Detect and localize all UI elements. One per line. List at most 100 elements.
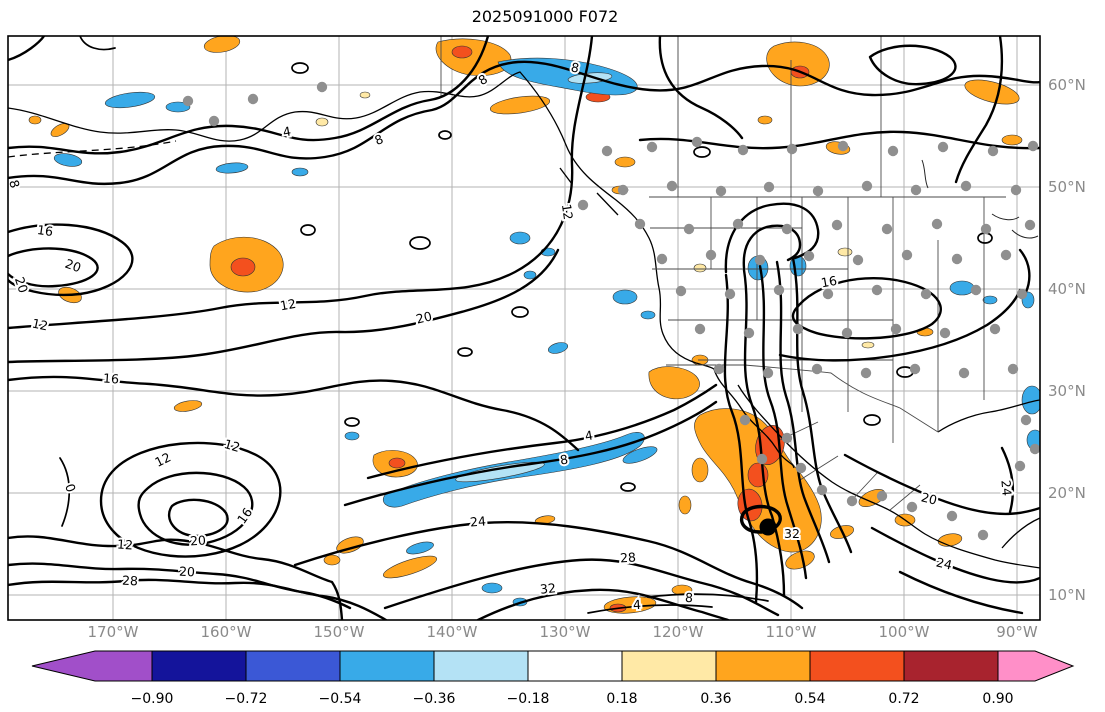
contour-line	[8, 60, 1040, 186]
station-dot	[739, 414, 751, 426]
contour-value-label: 4	[633, 597, 642, 612]
station-dot	[715, 185, 727, 197]
station-dot	[841, 327, 853, 339]
contour-value-label: 20	[179, 564, 196, 580]
contour-value-label: 12	[117, 536, 134, 552]
map-boundary-line	[937, 399, 1040, 433]
station-dot	[861, 180, 873, 192]
contour-line	[723, 273, 759, 604]
station-dot	[987, 145, 999, 157]
station-dot	[694, 323, 706, 335]
map-boundary-line	[8, 140, 177, 158]
contour-line	[293, 520, 804, 610]
station-dot	[675, 285, 687, 297]
station-dot	[816, 484, 828, 496]
contour-line	[291, 62, 309, 74]
colorbar-tick-label: 0.90	[982, 691, 1013, 707]
contour-line	[8, 578, 388, 620]
colorbar-arrow-left	[31, 650, 153, 682]
shaded-anomaly-region	[359, 91, 371, 99]
y-tick-label: 30°N	[1048, 382, 1086, 400]
colorbar-segment	[715, 650, 811, 682]
colorbar-tick-label: −0.36	[413, 691, 456, 707]
shaded-anomaly-region	[547, 342, 569, 354]
shaded-anomaly-region	[230, 257, 256, 277]
colorbar-tick-label: −0.54	[319, 691, 362, 707]
map-boundary-line	[991, 213, 1020, 221]
colorbar-tick-label: −0.90	[131, 691, 174, 707]
station-dot	[939, 327, 951, 339]
station-dot	[846, 495, 858, 507]
shaded-anomaly-region	[612, 289, 638, 305]
shaded-anomaly-region	[406, 541, 434, 555]
contour-value-label: 20	[63, 256, 83, 276]
station-dot	[666, 180, 678, 192]
station-dot	[713, 363, 725, 375]
contour-value-label: 16	[820, 273, 838, 291]
contour-value-label: 24	[935, 554, 954, 572]
colorbar-segment	[621, 650, 717, 682]
contour-value-label: 16	[36, 222, 54, 239]
contour-value-label: 8	[372, 131, 385, 148]
contour-line	[59, 457, 70, 527]
shaded-anomaly-region	[949, 280, 975, 296]
station-dot	[1014, 460, 1026, 472]
contour-line	[863, 414, 881, 426]
station-dot	[881, 223, 893, 235]
contour-line	[638, 130, 1040, 150]
station-dot	[763, 181, 775, 193]
contour-line	[620, 482, 636, 492]
map-boundary-line	[1001, 517, 1040, 549]
shaded-anomaly-region	[614, 156, 636, 168]
x-tick-label: 160°W	[201, 623, 252, 641]
station-dot	[871, 284, 883, 296]
shaded-anomaly-region	[648, 366, 700, 400]
colorbar-segment	[903, 650, 999, 682]
shaded-anomaly-region	[455, 461, 545, 483]
station-dot	[786, 143, 798, 155]
contour-value-label: 20	[414, 308, 433, 326]
y-tick-label: 60°N	[1048, 76, 1086, 94]
contour-value-label: 20	[920, 489, 939, 507]
station-dots	[182, 81, 1040, 541]
station-dot	[876, 490, 888, 502]
station-dot	[691, 136, 703, 148]
station-dot	[247, 93, 259, 105]
contour-line	[791, 277, 942, 340]
shaded-anomaly-region	[451, 45, 473, 59]
station-dot	[577, 199, 589, 211]
contour-line	[409, 236, 431, 250]
x-tick-label: 120°W	[653, 623, 704, 641]
station-dot	[937, 141, 949, 153]
station-dot	[931, 218, 943, 230]
latitude-tick-labels: 60°N 50°N 40°N 30°N 20°N 10°N	[1048, 76, 1086, 604]
contour-line	[778, 288, 1022, 362]
station-dot	[773, 284, 785, 296]
map-boundary-line	[8, 71, 795, 469]
contour-value-label: 32	[784, 526, 800, 541]
station-dot	[860, 367, 872, 379]
shaded-anomaly-region	[382, 555, 438, 579]
contour-line	[8, 36, 490, 155]
contour-line	[8, 36, 46, 62]
station-dot	[781, 432, 793, 444]
station-dot	[601, 145, 613, 157]
contour-line	[511, 306, 529, 318]
contour-line	[344, 417, 360, 427]
contour-line	[8, 36, 594, 330]
y-tick-label: 40°N	[1048, 280, 1086, 298]
shaded-anomaly-region	[523, 270, 537, 280]
station-dot	[811, 363, 823, 375]
station-dot	[1020, 414, 1032, 426]
station-dot	[617, 184, 629, 196]
station-dot	[989, 323, 1001, 335]
contour-line	[300, 224, 316, 236]
shaded-anomaly-region	[964, 79, 1020, 105]
shaded-anomaly-region	[509, 231, 531, 245]
x-tick-label: 150°W	[314, 623, 365, 641]
contour-line	[647, 593, 769, 602]
colorbar-tick-label: 0.36	[700, 691, 731, 707]
station-dot	[762, 367, 774, 379]
station-dot	[812, 185, 824, 197]
